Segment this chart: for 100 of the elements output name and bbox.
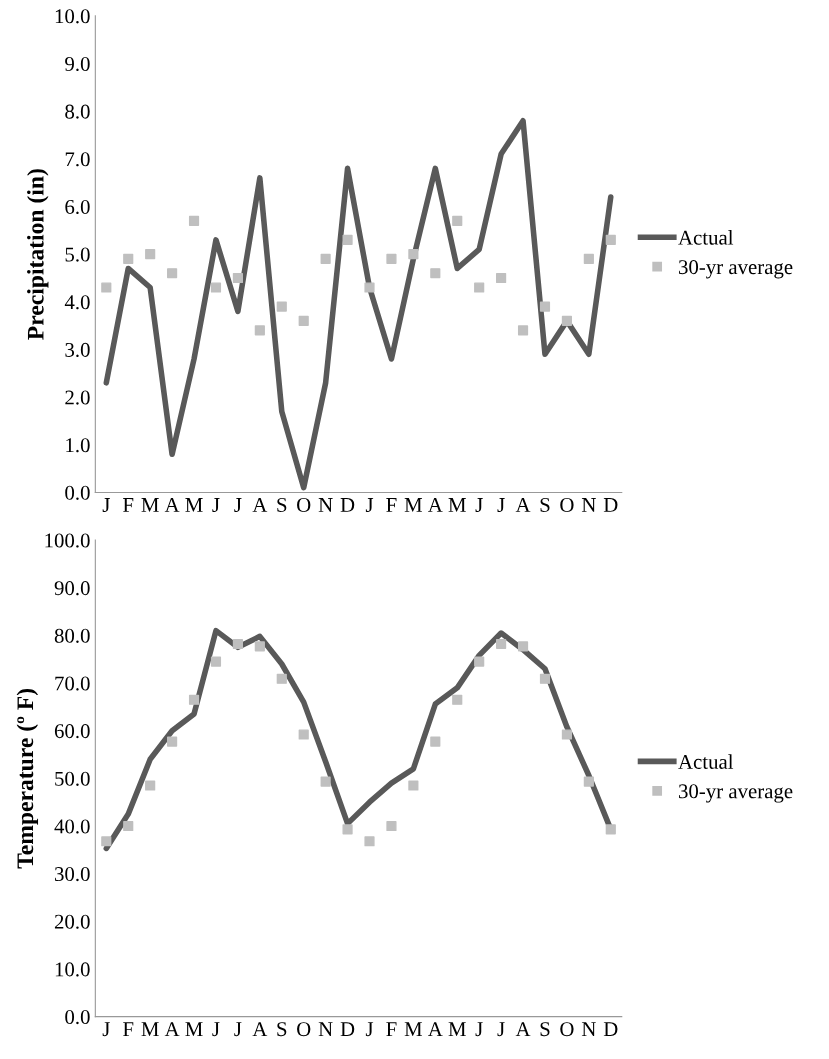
point [408,249,419,260]
x-tick-label: M [185,498,203,512]
y-tick-label: 100.0 [45,533,90,548]
point [101,836,112,847]
point [430,736,441,747]
x-tick-label: S [540,1022,550,1037]
x-tick-label: M [404,498,423,512]
x-tick-label: D [603,498,618,512]
y-axis-title: Precipitation (in) [27,169,49,340]
point [561,315,573,326]
y-tick-label: 40.0 [54,819,90,834]
point [474,656,485,667]
y-tick-label: 90.0 [54,581,90,596]
point [408,780,419,791]
x-tick-label: A [515,498,531,512]
point [298,729,309,740]
point [605,824,616,835]
x-tick-label: D [340,498,355,512]
point [232,638,243,650]
x-tick-label: M [448,498,466,512]
point [298,315,309,326]
x-tick-label: A [164,1022,180,1036]
x-tick-label: N [581,1022,596,1036]
y-tick-label: 50.0 [55,771,90,786]
x-tick-label: J [102,1022,110,1037]
y-tick-label: 7.0 [65,152,90,167]
x-tick-label: F [386,498,397,512]
point [364,282,375,293]
point [583,776,594,787]
point [232,272,243,284]
y-tick-label: 0.0 [65,485,90,500]
point [386,253,397,265]
y-tick-label: 4.0 [64,295,90,310]
point [188,694,200,705]
x-tick-label: F [123,498,134,512]
y-tick-label: 70.0 [55,676,90,691]
point [210,656,222,667]
x-tick-label: A [515,1022,531,1036]
y-axis-title: Temperature (º F) [16,688,39,869]
point [452,694,463,705]
x-tick-label: J [497,498,505,512]
x-tick-label: J [475,1022,483,1037]
x-tick-label: D [340,1022,355,1036]
point [254,325,265,336]
y-tick-label: 5.0 [65,247,90,262]
x-tick-label: M [141,498,159,512]
x-tick-label: M [448,1022,466,1036]
x-tick-label: A [427,498,443,512]
x-tick-label: J [212,498,220,512]
x-tick-label: O [297,1022,311,1037]
y-tick-label: 6.0 [65,199,90,215]
point [276,673,287,684]
point [430,268,441,279]
y-tick-label: 2.0 [65,390,90,405]
point [386,820,397,832]
point [210,282,222,293]
legend-label: 30-yr average [679,784,793,803]
x-tick-label: M [141,1022,159,1036]
x-tick-label: D [603,1022,618,1036]
point [145,249,156,260]
x-tick-label: J [475,498,483,512]
point [167,736,178,747]
x-tick-label: J [102,498,110,512]
point [101,282,112,293]
point [561,729,573,740]
x-tick-label: O [560,497,574,512]
x-tick-label: O [560,1022,574,1037]
point [320,776,331,787]
x-tick-label: S [277,1022,287,1037]
x-tick-label: F [386,1022,397,1036]
x-tick-label: J [212,1022,220,1037]
point [583,253,594,265]
point [539,673,551,684]
x-tick-label: J [234,498,242,512]
x-tick-label: N [581,498,596,512]
x-tick-label: M [404,1022,423,1036]
point [517,641,529,652]
legend-label: 30-yr average [679,260,793,279]
point [145,780,156,791]
point [474,282,485,293]
y-tick-label: 20.0 [54,914,90,929]
point [496,272,507,284]
y-tick-label: 10.0 [55,962,90,977]
point [605,234,616,245]
x-tick-label: S [277,497,287,512]
point [123,253,134,265]
point [539,301,551,312]
point [123,820,134,832]
point [342,824,353,835]
legend-label: Actual [678,754,734,769]
y-tick-label: 0.0 [65,1010,90,1025]
x-tick-label: A [252,498,268,512]
x-tick-label: N [318,1022,333,1036]
x-tick-label: J [234,1022,242,1037]
x-tick-label: S [540,497,550,512]
y-tick-label: 60.0 [54,724,90,739]
point [452,215,463,226]
point [364,836,375,847]
x-tick-label: N [318,498,333,512]
x-tick-label: A [164,498,180,512]
